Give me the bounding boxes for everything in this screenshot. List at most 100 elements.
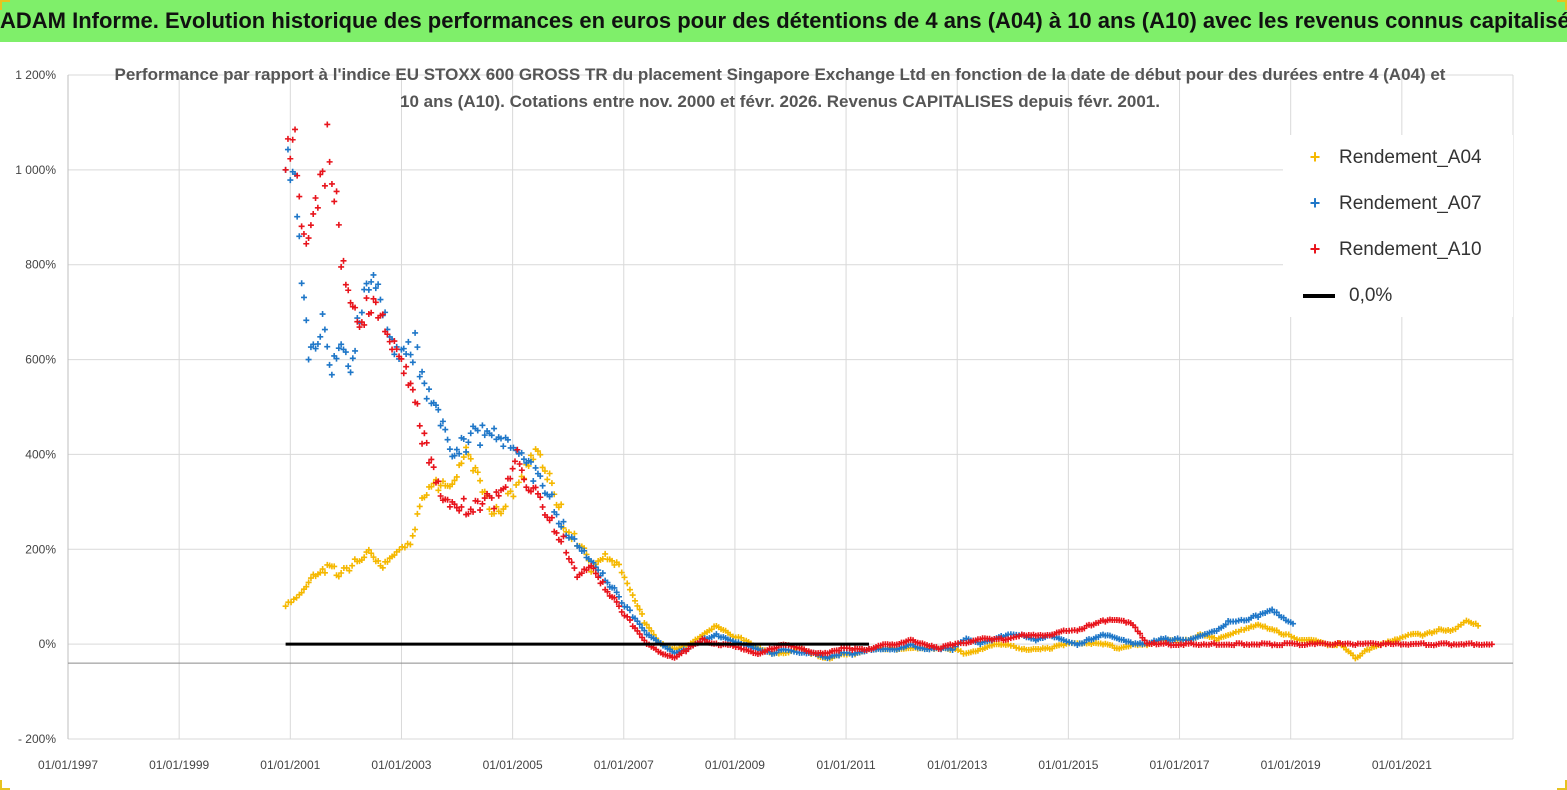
data-point — [515, 479, 522, 486]
data-point — [375, 281, 382, 288]
data-point — [365, 286, 372, 293]
data-point — [296, 233, 303, 240]
data-point — [624, 580, 631, 587]
data-point — [491, 510, 498, 517]
data-point — [571, 535, 578, 542]
data-point — [534, 448, 541, 455]
data-point — [609, 557, 616, 564]
data-point — [349, 562, 356, 569]
data-point — [1273, 609, 1280, 616]
data-point — [463, 448, 470, 455]
data-point — [391, 552, 398, 559]
data-point — [314, 341, 321, 348]
y-tick-label: 1 000% — [15, 163, 56, 177]
data-point — [541, 468, 548, 475]
data-point — [372, 299, 379, 306]
data-point — [507, 488, 514, 495]
data-point — [479, 500, 486, 507]
x-tick-label: 01/01/2017 — [1150, 758, 1210, 772]
data-point — [401, 544, 408, 551]
legend-marker: + — [1309, 147, 1321, 167]
data-point — [481, 432, 488, 439]
data-point — [548, 480, 555, 487]
data-point — [423, 439, 430, 446]
data-point — [437, 422, 444, 429]
data-point — [560, 518, 567, 525]
data-point — [477, 477, 484, 484]
data-point — [624, 604, 631, 611]
data-point — [384, 331, 391, 338]
data-point — [502, 484, 509, 491]
data-point — [398, 355, 405, 362]
data-point — [470, 508, 477, 515]
data-point — [326, 158, 333, 165]
data-point — [449, 481, 456, 488]
data-point — [555, 504, 562, 511]
data-point — [525, 462, 532, 469]
data-point — [539, 482, 546, 489]
data-point — [509, 465, 516, 472]
data-point — [287, 177, 294, 184]
legend-marker — [1303, 293, 1335, 298]
data-point — [317, 171, 324, 178]
data-point — [444, 436, 451, 443]
data-point — [516, 460, 523, 467]
y-tick-label: 200% — [25, 542, 56, 556]
data-point — [477, 442, 484, 449]
data-point — [426, 459, 433, 466]
data-point — [590, 559, 597, 566]
legend-label: Rendement_A04 — [1339, 147, 1482, 168]
data-point — [409, 386, 416, 393]
data-point — [460, 454, 467, 461]
data-point — [319, 311, 326, 318]
data-point — [432, 402, 439, 409]
data-point — [361, 321, 368, 328]
data-point — [616, 561, 623, 568]
data-point — [500, 443, 507, 450]
data-point — [451, 501, 458, 508]
data-point — [571, 565, 578, 572]
data-point — [300, 231, 307, 238]
page-title: ADAM Informe. Evolution historique des p… — [0, 8, 1567, 33]
data-point — [1132, 624, 1139, 631]
data-point — [458, 460, 465, 467]
data-point — [352, 347, 359, 354]
data-point — [578, 570, 585, 577]
data-point — [518, 449, 525, 456]
x-tick-label: 01/01/2005 — [483, 758, 543, 772]
data-point — [317, 333, 324, 340]
data-point — [521, 476, 528, 483]
data-point — [368, 550, 375, 557]
data-point — [548, 514, 555, 521]
data-point — [400, 370, 407, 377]
data-point — [602, 550, 609, 557]
data-point — [423, 492, 430, 499]
data-point — [324, 343, 331, 350]
data-point — [301, 294, 308, 301]
data-point — [553, 511, 560, 518]
data-point — [368, 278, 375, 285]
x-tick-label: 01/01/1997 — [38, 758, 98, 772]
data-point — [403, 363, 410, 370]
x-tick-label: 01/01/2001 — [260, 758, 320, 772]
data-point — [511, 458, 518, 465]
data-point — [312, 195, 319, 202]
y-tick-label: 800% — [25, 258, 56, 272]
legend-label: 0,0% — [1349, 285, 1393, 306]
data-point — [303, 240, 310, 247]
data-point — [514, 446, 521, 453]
data-point — [590, 565, 597, 572]
data-point — [407, 541, 414, 548]
x-tick-label: 01/01/2019 — [1261, 758, 1321, 772]
data-point — [305, 356, 312, 363]
data-point — [282, 603, 289, 610]
data-point — [558, 501, 565, 508]
data-point — [595, 574, 602, 581]
x-tick-label: 01/01/2013 — [927, 758, 987, 772]
data-point — [592, 570, 599, 577]
data-point — [477, 507, 484, 514]
data-point — [641, 627, 648, 634]
data-point — [465, 439, 472, 446]
data-point — [576, 544, 583, 551]
data-point — [520, 456, 527, 463]
